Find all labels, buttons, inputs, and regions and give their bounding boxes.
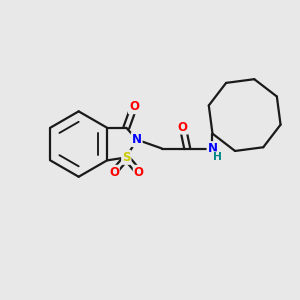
Text: H: H	[213, 152, 222, 162]
Text: S: S	[122, 151, 130, 164]
Text: N: N	[208, 142, 218, 155]
Text: O: O	[129, 100, 139, 113]
Text: O: O	[109, 166, 119, 179]
Text: N: N	[132, 133, 142, 146]
Text: O: O	[134, 166, 144, 179]
Text: O: O	[178, 121, 188, 134]
